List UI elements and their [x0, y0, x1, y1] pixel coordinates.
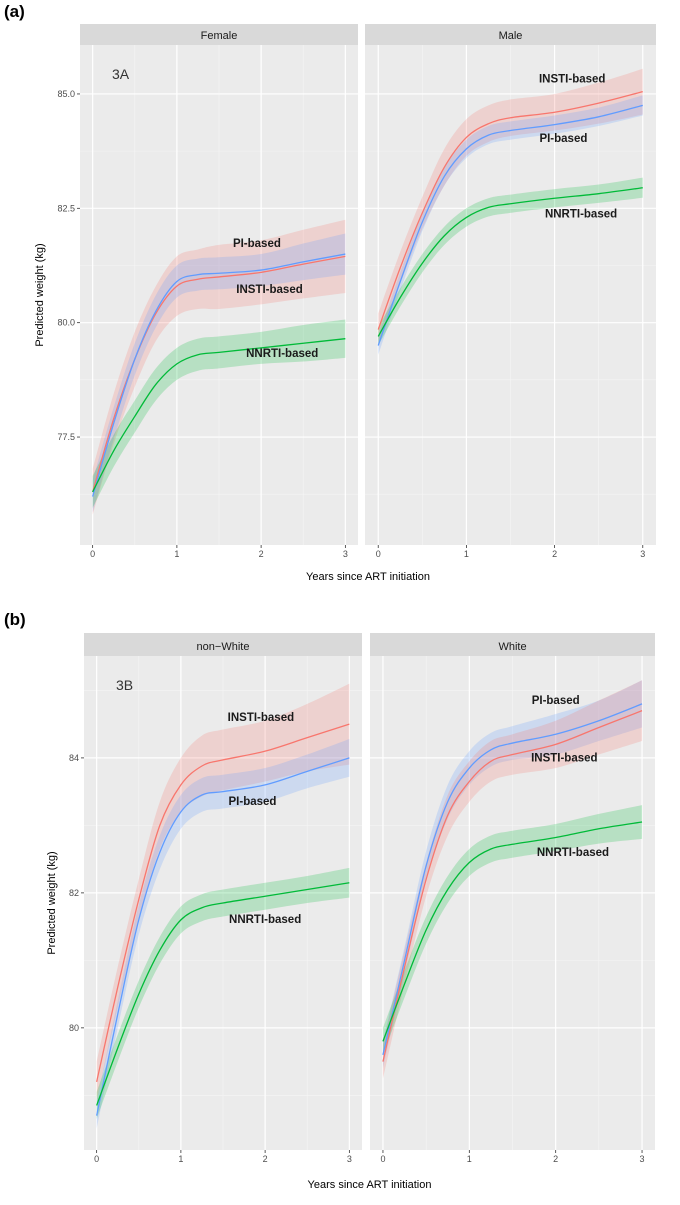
facet-0: non−White 0 1 2 3 80 82 84 INSTI-based PI-based NN… — [69, 633, 362, 1164]
confidence-band-nnrti-based — [96, 867, 350, 1119]
series-line-nnrti-based — [382, 821, 643, 1042]
series-label: PI-based — [532, 695, 580, 707]
facet-strip — [370, 633, 655, 656]
series-label: INSTI-based — [531, 752, 597, 764]
x-tick-label: 3 — [640, 1154, 645, 1164]
facet-0: Female 0 1 2 3 77.5 80.0 82.5 85.0 PI-based INSTI-… — [57, 24, 358, 559]
series-line-nnrti-based — [92, 338, 346, 493]
x-tick-label: 1 — [464, 549, 469, 559]
facet-title: non−White — [197, 641, 250, 653]
confidence-band-nnrti-based — [382, 805, 643, 1055]
series-label: NNRTI-based — [537, 847, 609, 859]
facet-strip — [365, 24, 656, 45]
series-line-pi-based — [92, 253, 346, 497]
confidence-band-insti-based — [96, 683, 350, 1103]
y-axis-label: Predicted weight (kg) — [34, 243, 46, 346]
inner-label: 3A — [112, 66, 130, 82]
confidence-band-pi-based — [96, 739, 350, 1130]
x-tick-label: 0 — [380, 1154, 385, 1164]
y-axis-label: Predicted weight (kg) — [46, 851, 58, 954]
x-tick-label: 2 — [553, 1154, 558, 1164]
x-tick-label: 0 — [90, 549, 95, 559]
facet-strip — [80, 24, 358, 45]
confidence-band-insti-based — [378, 68, 643, 346]
series-line-insti-based — [382, 710, 643, 1062]
x-tick-label: 3 — [347, 1154, 352, 1164]
y-tick-label: 80.0 — [57, 318, 75, 328]
series-label: PI-based — [229, 796, 277, 808]
series-line-nnrti-based — [377, 187, 643, 337]
y-tick-label: 84 — [69, 753, 79, 763]
series-line-pi-based — [96, 757, 350, 1116]
series-label: NNRTI-based — [246, 348, 318, 360]
panel-label: (b) — [4, 610, 26, 629]
series-label: NNRTI-based — [229, 914, 301, 926]
facet-title: White — [498, 641, 526, 653]
x-axis-label: Years since ART initiation — [306, 571, 430, 583]
x-tick-label: 0 — [376, 549, 381, 559]
confidence-band-pi-based — [92, 233, 346, 513]
series-line-nnrti-based — [96, 882, 350, 1106]
x-tick-label: 3 — [343, 549, 348, 559]
confidence-band-insti-based — [92, 219, 346, 515]
facet-1: Male 0 1 2 3 INSTI-based PI-based NNRTI-based — [365, 24, 656, 559]
panel-label: (a) — [4, 2, 25, 21]
series-label: PI-based — [539, 133, 587, 145]
x-tick-label: 2 — [552, 549, 557, 559]
series-label: INSTI-based — [236, 284, 302, 296]
x-tick-label: 1 — [467, 1154, 472, 1164]
x-tick-label: 3 — [640, 549, 645, 559]
confidence-band-nnrti-based — [378, 177, 643, 346]
confidence-band-nnrti-based — [92, 319, 346, 508]
series-line-pi-based — [377, 104, 643, 346]
confidence-band-pi-based — [382, 680, 643, 1069]
series-label: INSTI-based — [228, 712, 294, 724]
series-label: INSTI-based — [539, 74, 605, 86]
facet-1: White 0 1 2 3 PI-based INSTI-based NNRTI-based — [370, 633, 655, 1164]
x-tick-label: 0 — [94, 1154, 99, 1164]
x-axis-label: Years since ART initiation — [308, 1179, 432, 1191]
x-tick-label: 2 — [259, 549, 264, 559]
series-line-insti-based — [377, 91, 643, 330]
y-tick-label: 85.0 — [57, 89, 75, 99]
confidence-band-pi-based — [378, 95, 643, 355]
y-tick-label: 82 — [69, 888, 79, 898]
x-tick-label: 1 — [178, 1154, 183, 1164]
y-tick-label: 82.5 — [57, 203, 75, 213]
x-tick-label: 2 — [263, 1154, 268, 1164]
y-tick-label: 80 — [69, 1023, 79, 1033]
y-tick-label: 77.5 — [57, 432, 75, 442]
series-line-pi-based — [382, 703, 643, 1055]
series-line-insti-based — [92, 255, 346, 493]
facet-title: Male — [499, 30, 523, 42]
series-label: NNRTI-based — [545, 208, 617, 220]
series-line-insti-based — [96, 723, 350, 1082]
facet-title: Female — [201, 30, 238, 42]
x-tick-label: 1 — [174, 549, 179, 559]
facet-strip — [84, 633, 362, 656]
series-label: PI-based — [233, 238, 281, 250]
inner-label: 3B — [116, 677, 133, 693]
